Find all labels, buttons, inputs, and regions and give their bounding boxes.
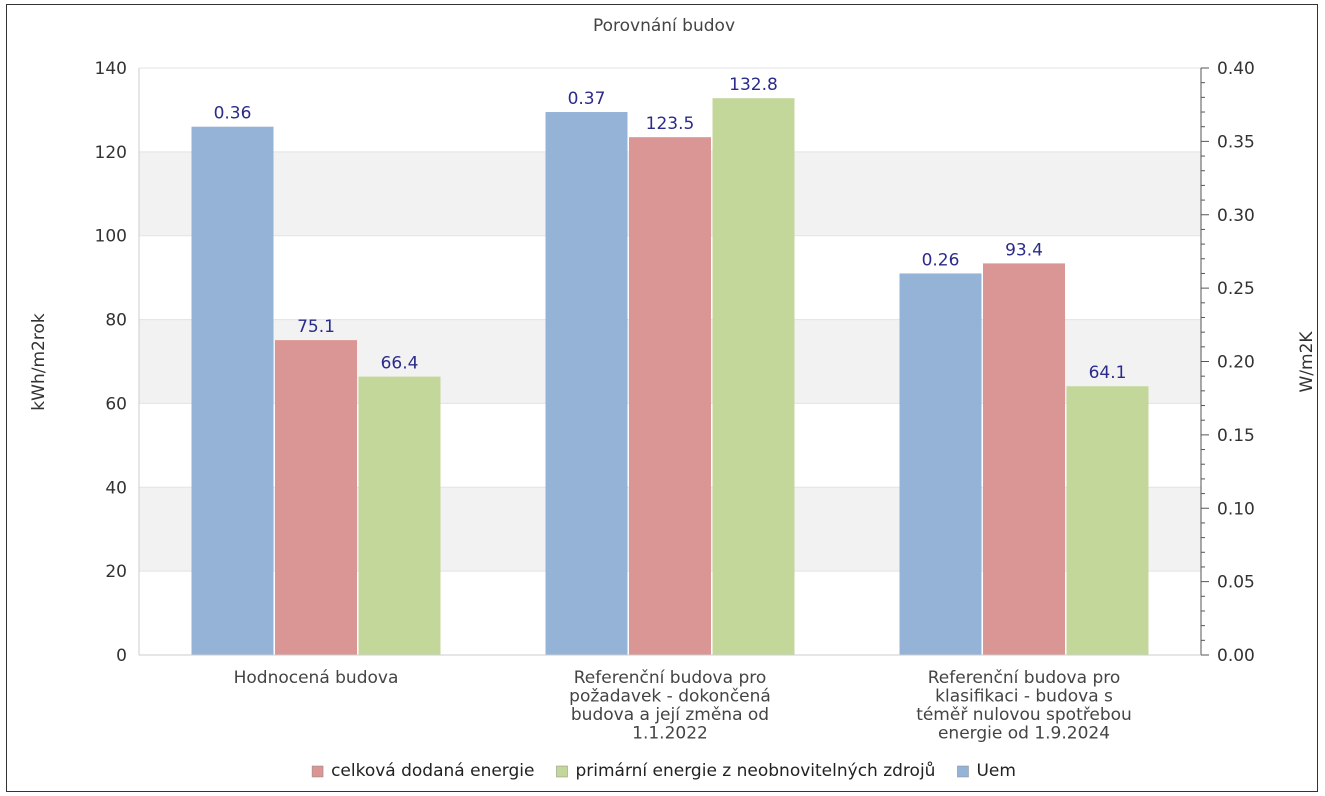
legend: celková dodaná energie primární energie z…: [311, 761, 1016, 781]
category-label: Hodnocená budova: [234, 668, 399, 688]
right-tick-label: 0.10: [1217, 499, 1255, 519]
left-tick-label: 40: [105, 478, 127, 498]
category-label: klasifikaci - budova s: [935, 687, 1113, 707]
category-label: téměř nulovou spotřebou: [916, 705, 1132, 725]
left-tick-label: 0: [116, 646, 127, 666]
data-label: 123.5: [646, 114, 695, 134]
right-axis-title: W/m2K: [1297, 331, 1317, 393]
left-tick-label: 60: [105, 394, 127, 414]
data-labels: 0.36 75.1 66.4 0.37 123.5 132.8 0.26 93.4 64.1: [214, 75, 1127, 383]
legend-item-label: primární energie z neobnovitelných zdroj…: [575, 761, 935, 781]
left-tick-label: 20: [105, 562, 127, 582]
category-label: požadavek - dokončená: [569, 687, 771, 707]
category-label: budova a její změna od: [571, 705, 769, 725]
right-tick-label: 0.00: [1217, 646, 1255, 666]
bar: [545, 112, 628, 655]
bar: [983, 263, 1065, 655]
category-label: Referenční budova pro: [574, 668, 767, 688]
data-label: 132.8: [729, 75, 778, 95]
bars: [191, 98, 1149, 656]
bar: [358, 376, 441, 655]
right-tick-label: 0.30: [1217, 206, 1255, 226]
category-label: 1.1.2022: [632, 724, 708, 744]
right-tick-label: 0.25: [1217, 279, 1255, 299]
bar: [275, 340, 357, 655]
right-tick-label: 0.15: [1217, 426, 1255, 446]
right-tick-label: 0.35: [1217, 132, 1255, 152]
right-tick-label: 0.05: [1217, 573, 1255, 593]
data-label: 0.26: [922, 250, 960, 270]
legend-swatch: [957, 765, 969, 778]
chart-title: Porovnání budov: [593, 16, 735, 36]
bar: [1066, 386, 1149, 655]
category-label: energie od 1.9.2024: [938, 724, 1110, 744]
bar: [899, 273, 982, 655]
bar: [712, 98, 795, 655]
axes: 0 20 40 60 80 100 120 140 0.00 0.05 0.10 0.15 0.20 0.…: [95, 59, 1255, 744]
left-tick-label: 120: [95, 143, 127, 163]
data-label: 75.1: [297, 317, 335, 337]
left-tick-label: 140: [95, 59, 127, 79]
data-label: 0.36: [214, 104, 252, 124]
bar: [191, 126, 274, 655]
legend-item-label: celková dodaná energie: [331, 761, 534, 781]
left-axis-title: kWh/m2rok: [29, 313, 49, 411]
data-label: 66.4: [381, 354, 419, 374]
data-label: 0.37: [568, 89, 606, 109]
bar: [629, 137, 711, 656]
data-label: 64.1: [1089, 363, 1127, 383]
right-tick-label: 0.40: [1217, 59, 1255, 79]
data-label: 93.4: [1005, 240, 1043, 260]
left-tick-label: 80: [105, 311, 127, 331]
legend-item-label: Uem: [976, 761, 1015, 781]
left-tick-label: 100: [95, 227, 127, 247]
legend-swatch: [311, 765, 324, 778]
right-tick-label: 0.20: [1217, 353, 1255, 373]
category-label: Referenční budova pro: [928, 668, 1121, 688]
legend-swatch: [556, 765, 568, 778]
